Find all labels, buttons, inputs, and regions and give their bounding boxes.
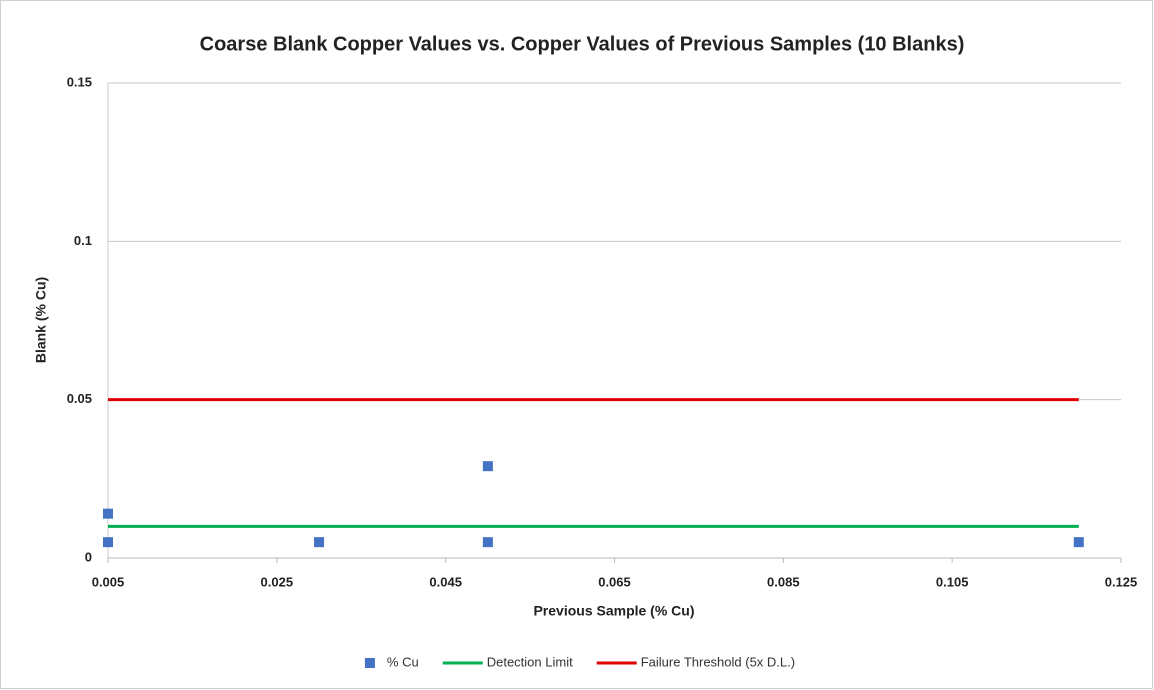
y-tick-label: 0.1 (74, 233, 92, 248)
point (482, 461, 493, 472)
point (103, 508, 113, 519)
x-tick-label: 0.105 (936, 574, 969, 589)
legend-label: Detection Limit (487, 654, 573, 669)
x-tick-label: 0.085 (767, 574, 800, 589)
point (482, 537, 493, 548)
y-tick-label: 0.05 (67, 391, 92, 406)
point (314, 537, 325, 548)
x-tick-label: 0.025 (261, 574, 294, 589)
y-tick-label: 0 (85, 549, 92, 564)
x-axis-title: Previous Sample (% Cu) (533, 603, 694, 619)
legend-label: % Cu (387, 654, 419, 669)
legend-swatch (364, 658, 375, 668)
chart-title: Coarse Blank Copper Values vs. Copper Va… (200, 33, 965, 55)
legend-label: Failure Threshold (5x D.L.) (641, 654, 795, 669)
point (103, 537, 113, 548)
x-tick-label: 0.065 (598, 574, 631, 589)
legend: % Cu Detection Limit Failure Threshold (5x… (364, 654, 795, 669)
point (1073, 537, 1084, 548)
x-tick-label: 0.045 (429, 574, 462, 589)
y-tick-label: 0.15 (67, 74, 92, 89)
x-tick-label: 0.005 (92, 574, 125, 589)
x-tick-label: 0.125 (1105, 574, 1138, 589)
y-axis-title: Blank (% Cu) (33, 277, 49, 363)
